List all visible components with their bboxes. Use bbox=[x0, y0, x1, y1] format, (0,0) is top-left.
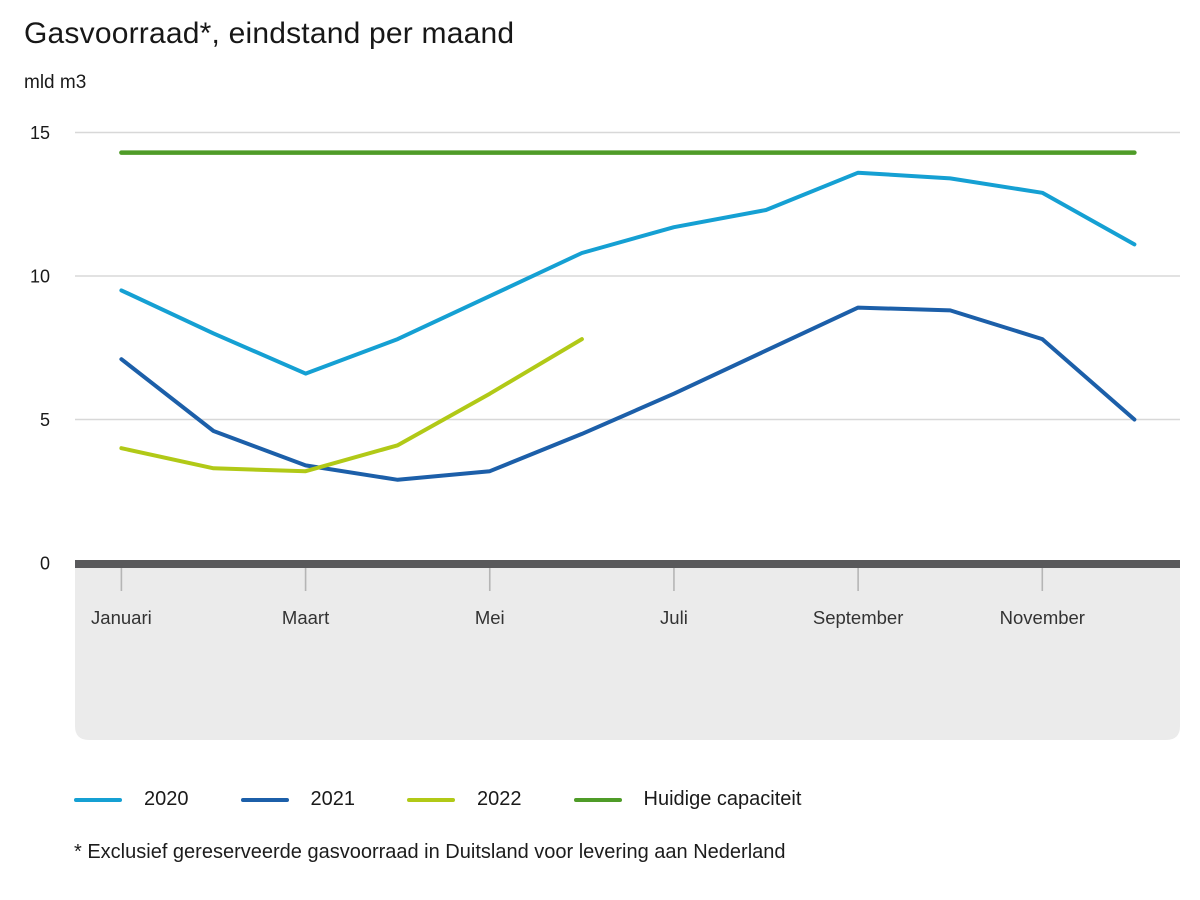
legend-item-2022: 2022 bbox=[407, 788, 522, 811]
legend-label-huidige-capaciteit: Huidige capaciteit bbox=[643, 788, 802, 810]
legend-swatch-2022 bbox=[407, 797, 455, 802]
legend-label-2021: 2021 bbox=[310, 788, 356, 810]
series-line-2020 bbox=[119, 170, 1137, 376]
chart-legend: 2020 2021 2022 Huidige capaciteit bbox=[74, 788, 853, 811]
page-title: Gasvoorraad*, eindstand per maand bbox=[24, 17, 515, 50]
series-line-2021 bbox=[119, 305, 1137, 482]
legend-swatch-huidige-capaciteit bbox=[573, 797, 622, 802]
y-tick-label-5: 5 bbox=[40, 410, 50, 430]
y-tick-label-0: 0 bbox=[40, 554, 50, 574]
legend-label-2022: 2022 bbox=[477, 788, 522, 810]
x-tick-label-november: November bbox=[1000, 607, 1085, 628]
y-axis-unit-label: mld m3 bbox=[24, 72, 87, 93]
x-tick-label-juli: Juli bbox=[660, 607, 688, 628]
x-tick-label-maart: Maart bbox=[282, 607, 329, 628]
legend-label-2020: 2020 bbox=[144, 788, 189, 810]
x-axis-band bbox=[75, 568, 1180, 740]
legend-swatch-2020 bbox=[74, 797, 122, 802]
x-tick-label-mei: Mei bbox=[475, 607, 505, 628]
chart-footnote: * Exclusief gereserveerde gasvoorraad in… bbox=[74, 841, 786, 863]
y-tick-label-15: 15 bbox=[30, 123, 50, 143]
legend-item-2020: 2020 bbox=[74, 788, 189, 811]
x-axis-line bbox=[75, 560, 1180, 568]
legend-item-2021: 2021 bbox=[240, 788, 356, 811]
legend-item-huidige-capaciteit: Huidige capaciteit bbox=[573, 788, 802, 811]
y-tick-label-10: 10 bbox=[30, 267, 50, 287]
series-line-2022 bbox=[119, 337, 584, 474]
x-tick-label-september: September bbox=[813, 607, 904, 628]
legend-swatch-2021 bbox=[240, 797, 289, 802]
x-tick-label-januari: Januari bbox=[91, 607, 152, 628]
